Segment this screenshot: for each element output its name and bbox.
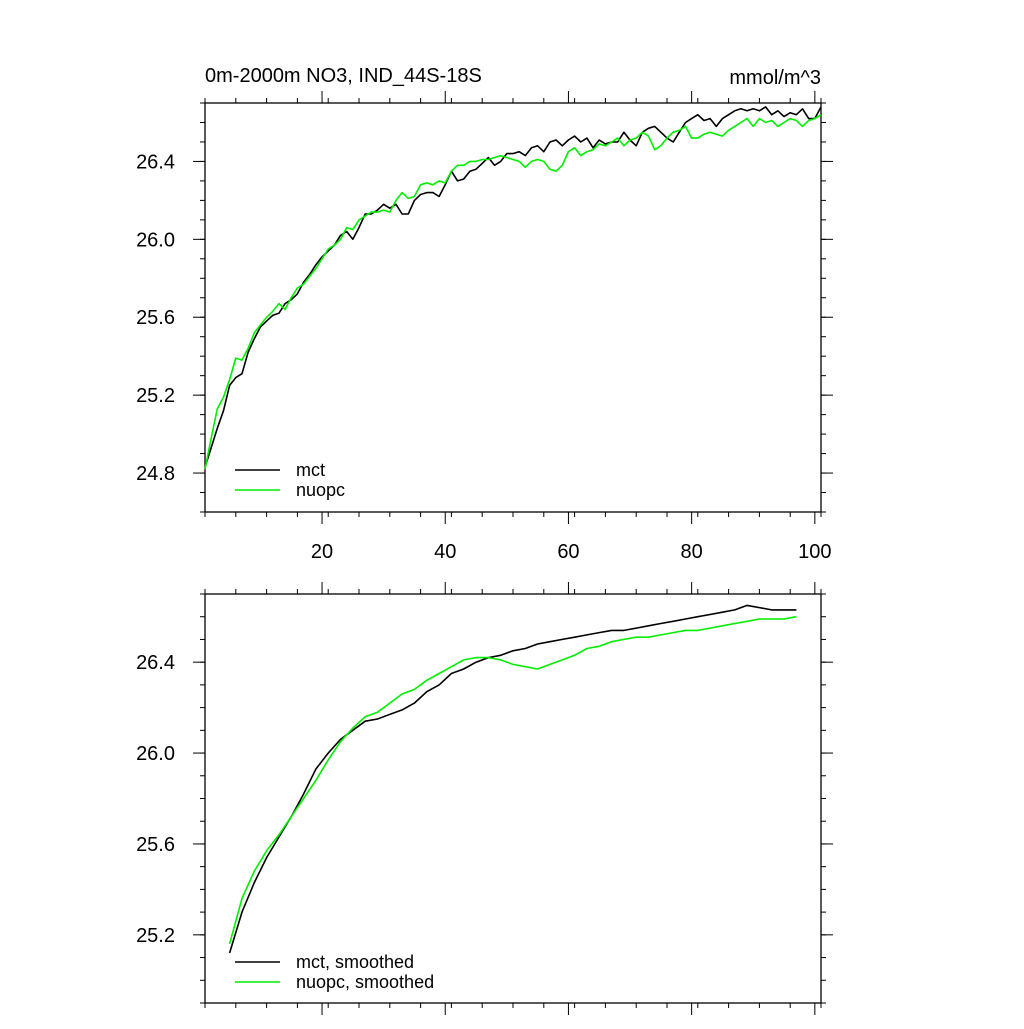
panel-1-series-line-nuopc bbox=[204, 114, 822, 470]
panel-2-series-line-nuopc bbox=[228, 615, 797, 945]
panel-2-y-tick-label: 26.4 bbox=[136, 652, 175, 674]
panel-1-x-tick-label: 40 bbox=[434, 541, 456, 563]
panel-1-units-label: mmol/m^3 bbox=[729, 67, 821, 89]
panel-2-y-tick-label: 26.0 bbox=[136, 743, 175, 765]
panel-1-plot-frame bbox=[204, 102, 822, 513]
panel-1-series-line-mct bbox=[204, 106, 822, 468]
panel-2-plot-frame bbox=[204, 593, 822, 1004]
panel-1-y-tick-label: 26.4 bbox=[136, 151, 175, 173]
panel-1-legend-label: mct bbox=[296, 460, 325, 480]
panel-2-legend-label: nuopc, smoothed bbox=[296, 972, 434, 992]
panel-1-legend-label: nuopc bbox=[296, 480, 345, 500]
panel-1-x-tick-label: 80 bbox=[681, 541, 703, 563]
panel-1-y-tick-label: 25.6 bbox=[136, 307, 175, 329]
panel-1-y-tick-label: 26.0 bbox=[136, 229, 175, 251]
panel-2-y-tick-label: 25.6 bbox=[136, 834, 175, 856]
panel-1-x-tick-label: 100 bbox=[798, 541, 831, 563]
panel-2-series-line-mct bbox=[228, 604, 797, 954]
panel-1-y-tick-label: 25.2 bbox=[136, 385, 175, 407]
panel-1-chart-title: 0m-2000m NO3, IND_44S-18S bbox=[205, 65, 482, 87]
panel-1-x-tick-label: 20 bbox=[311, 541, 333, 563]
panel-2-y-tick-label: 25.2 bbox=[136, 925, 175, 947]
panel-1-y-tick-label: 24.8 bbox=[136, 463, 175, 485]
panel-2-legend-label: mct, smoothed bbox=[296, 952, 414, 972]
panel-1-x-tick-label: 60 bbox=[557, 541, 579, 563]
